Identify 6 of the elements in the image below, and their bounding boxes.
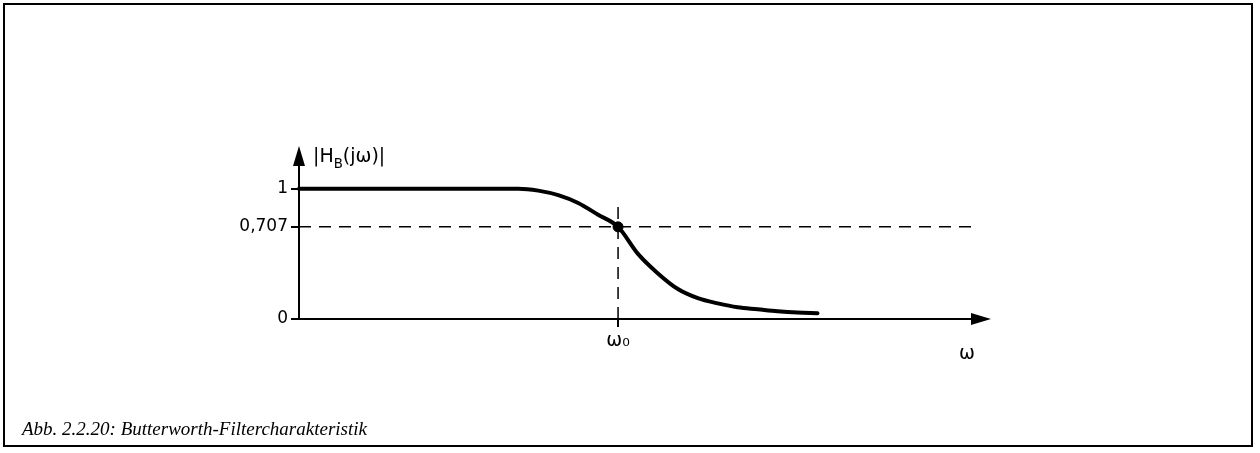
caption: Abb. 2.2.20: Butterworth-Filtercharakteristik bbox=[22, 418, 367, 440]
y-tick-label: 0,707 bbox=[239, 215, 288, 236]
x-axis-title: ω bbox=[959, 341, 975, 363]
x-tick-label: ω₀ bbox=[606, 328, 630, 351]
y-tick-label: 1 bbox=[277, 177, 288, 198]
y-tick-label: 0 bbox=[277, 307, 288, 328]
